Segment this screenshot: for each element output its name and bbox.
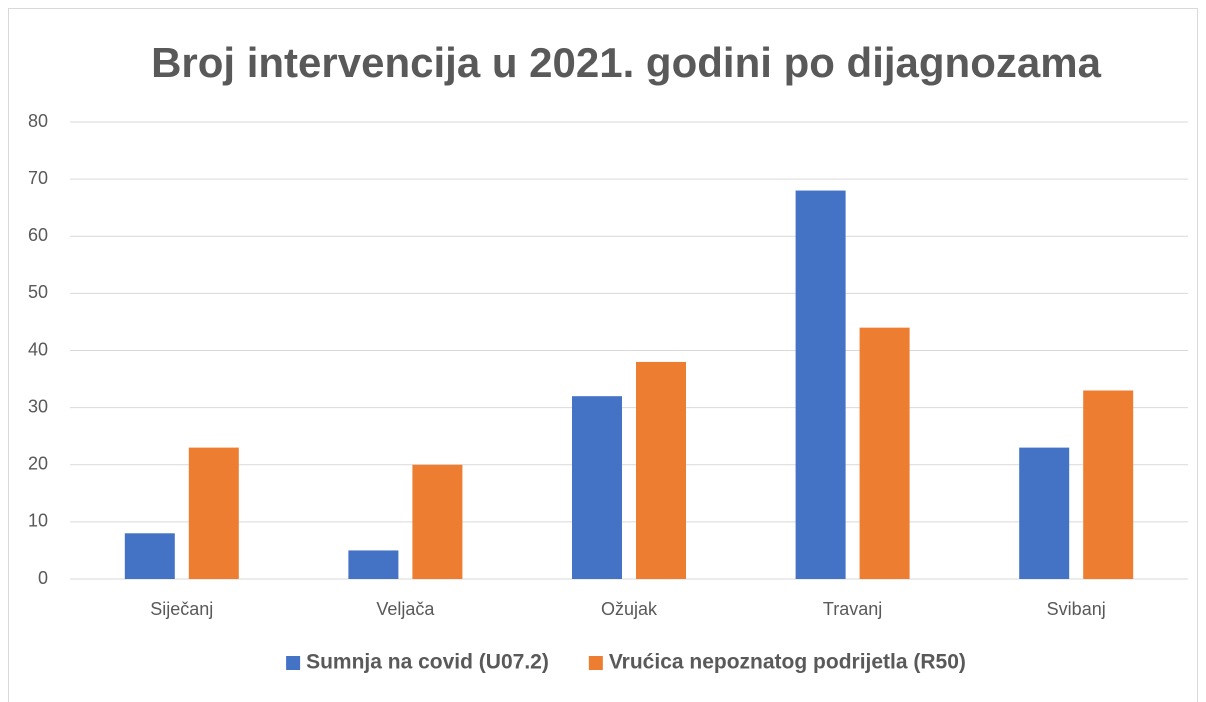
x-tick-label: Siječanj	[150, 599, 213, 619]
x-tick-label: Ožujak	[601, 599, 658, 619]
legend-swatch	[588, 656, 603, 670]
bar	[1019, 447, 1070, 579]
bar	[348, 550, 399, 579]
y-tick-label: 60	[28, 225, 48, 245]
bar	[188, 447, 239, 579]
legend-label: Vrućica nepoznatog podrijetla (R50)	[609, 651, 966, 674]
chart-frame	[8, 8, 1198, 702]
y-tick-label: 40	[28, 339, 48, 359]
bar	[572, 396, 622, 579]
x-tick-label: Svibanj	[1047, 599, 1106, 619]
legend-label: Sumnja na covid (U07.2)	[306, 651, 549, 674]
legend-swatch	[286, 656, 301, 670]
bar	[412, 464, 463, 579]
bar	[124, 533, 175, 579]
y-tick-label: 50	[28, 282, 48, 302]
bar	[795, 190, 846, 580]
y-tick-label: 30	[28, 396, 48, 416]
bar	[636, 361, 686, 579]
x-tick-label: Veljača	[376, 599, 435, 619]
y-tick-label: 80	[28, 111, 48, 131]
y-tick-label: 70	[28, 168, 48, 188]
y-tick-label: 0	[38, 568, 48, 588]
bar	[859, 327, 910, 579]
y-tick-label: 10	[28, 511, 48, 531]
y-tick-label: 20	[28, 454, 48, 474]
bar	[1083, 390, 1134, 579]
x-tick-label: Travanj	[823, 599, 882, 619]
chart-title: Broj intervencija u 2021. godini po dija…	[151, 39, 1102, 86]
